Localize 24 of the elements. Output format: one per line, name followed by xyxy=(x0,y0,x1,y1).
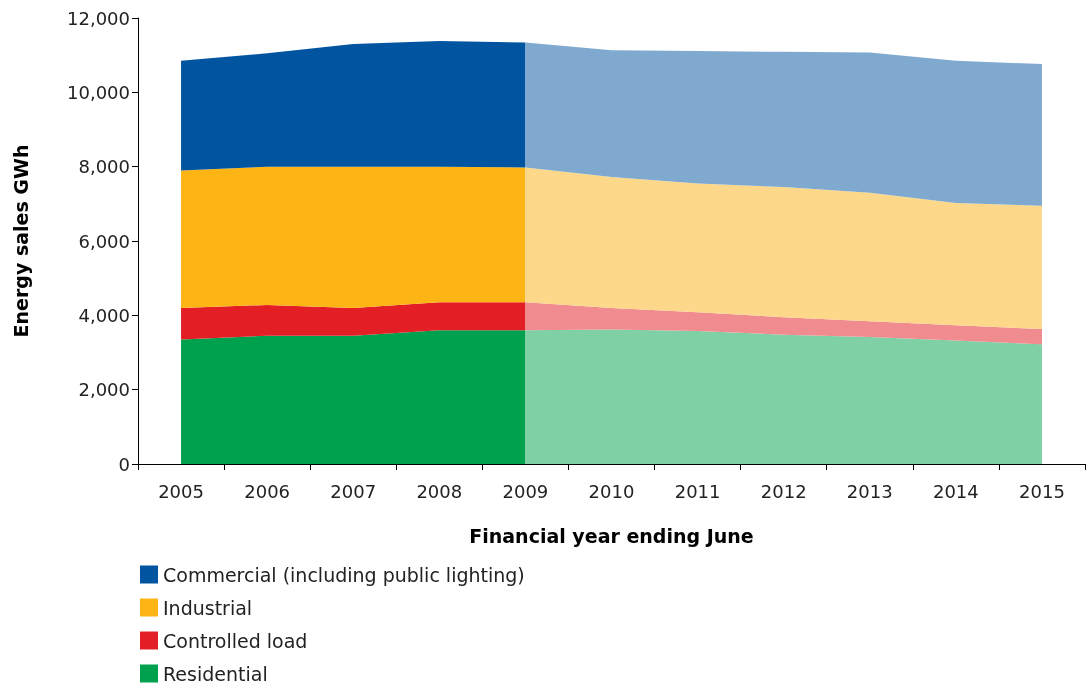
x-tick-label: 2012 xyxy=(760,480,807,502)
x-tick-label: 2007 xyxy=(330,480,377,502)
y-tick-label: 6,000 xyxy=(78,230,130,252)
x-tick-label: 2014 xyxy=(932,480,979,502)
y-tick-label: 10,000 xyxy=(67,81,130,103)
y-tick-label: 4,000 xyxy=(78,304,130,326)
x-axis-title: Financial year ending June xyxy=(469,524,754,547)
x-tick-label: 2010 xyxy=(588,480,635,502)
x-tick-label: 2006 xyxy=(244,480,291,502)
legend-label: Residential xyxy=(163,662,268,684)
y-tick-label: 2,000 xyxy=(78,379,130,401)
legend-label: Commercial (including public lighting) xyxy=(163,563,525,586)
y-tick-label: 8,000 xyxy=(78,156,130,178)
legend-label: Controlled load xyxy=(163,629,308,652)
y-tick-label: 0 xyxy=(118,453,130,475)
x-tick-label: 2008 xyxy=(416,480,463,502)
x-tick-label: 2015 xyxy=(1019,480,1065,502)
x-tick-label: 2013 xyxy=(846,480,893,502)
x-tick-label: 2009 xyxy=(502,480,549,502)
x-tick-label: 2011 xyxy=(674,480,721,502)
y-axis-title: Energy sales GWh xyxy=(9,144,32,338)
y-tick-label: 12,000 xyxy=(67,7,130,29)
legend-label: Industrial xyxy=(163,596,253,619)
x-tick-label: 2005 xyxy=(158,480,204,502)
